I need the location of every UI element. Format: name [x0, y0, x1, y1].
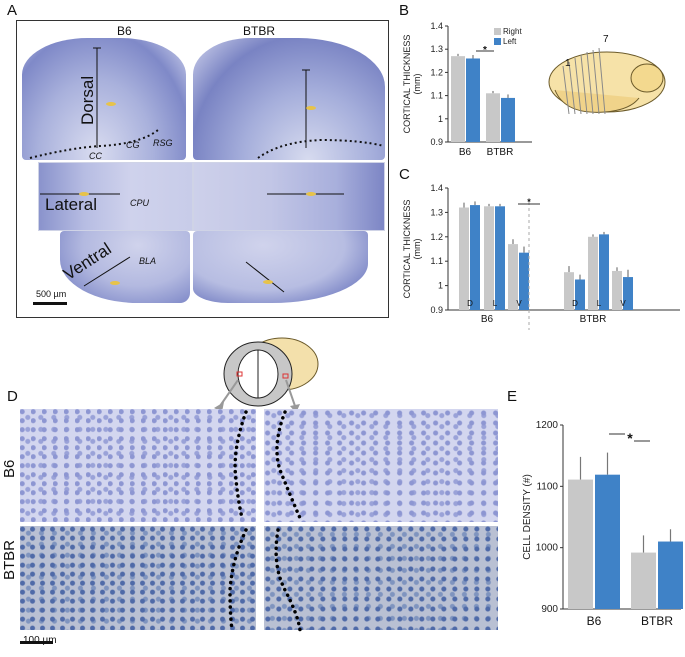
chart-e: 900 1000 1100 1200 CELL DENSITY (#) B6 BTBR *: [522, 420, 683, 628]
y-tick-label: 1.4: [430, 21, 443, 31]
label-cc: CC: [89, 151, 102, 161]
bar: [519, 252, 529, 310]
bar: [623, 277, 633, 310]
label-rsg: RSG: [153, 138, 173, 148]
bar: [451, 56, 465, 142]
bar: [495, 206, 505, 310]
legend-label: Right: [503, 27, 522, 36]
x-category-label: L: [493, 299, 498, 308]
bar: [459, 207, 469, 310]
scale-bar-label-a: 500 µm: [36, 289, 67, 299]
y-tick-label: 1.3: [430, 44, 443, 54]
y-axis-label: CORTICAL THICKNESS: [402, 35, 412, 134]
bar: [599, 234, 609, 310]
significance-star: *: [627, 430, 633, 446]
y-tick-label: 1.2: [430, 232, 443, 242]
y-tick-label: 1: [438, 114, 443, 124]
y-tick-label: 1.2: [430, 67, 443, 77]
bar: [575, 279, 585, 310]
x-category-label: L: [597, 299, 602, 308]
x-category-label: BTBR: [487, 147, 514, 158]
inset-number-1: 1: [565, 58, 571, 69]
bar: [486, 93, 500, 142]
panel-label-a: A: [7, 2, 18, 19]
y-tick-label: 1.3: [430, 207, 443, 217]
x-category-label: D: [467, 299, 473, 308]
legend-label: Left: [503, 37, 517, 46]
x-category-label: V: [620, 299, 626, 308]
legend-swatch: [494, 28, 501, 35]
bar: [564, 272, 574, 310]
panel-a-annotations: [29, 47, 385, 305]
y-tick-label: 0.9: [430, 305, 443, 315]
chart-c: 0.9 1 1.1 1.2 1.3 1.4 CORTICAL THICKNESS (mm) D L…: [402, 183, 680, 330]
bar: [658, 541, 683, 609]
bar: [595, 474, 620, 609]
micrograph-b6-right: [20, 409, 256, 522]
x-category-label: D: [572, 299, 578, 308]
y-tick-label: 0.9: [430, 137, 443, 147]
bar: [466, 58, 480, 143]
significance-star: *: [527, 197, 531, 207]
panel-label-c: C: [399, 166, 410, 183]
y-tick-label: 1: [438, 281, 443, 291]
group-label: BTBR: [580, 314, 607, 325]
y-tick-label: 1.1: [430, 256, 443, 266]
col-label-btbr: BTBR: [243, 24, 276, 38]
y-tick-label: 1.1: [430, 91, 443, 101]
panel-label-d: D: [7, 388, 18, 405]
x-category-label: B6: [459, 147, 472, 158]
micrograph-btbr-left: [264, 526, 498, 630]
y-axis-unit: (mm): [412, 239, 422, 260]
coronal-schematic: [214, 337, 319, 413]
chart-b: 0.9 1 1.1 1.2 1.3 1.4 CORTICAL THICKNESS (mm) B6…: [402, 21, 532, 158]
label-bla: BLA: [139, 256, 157, 266]
legend-swatch: [494, 38, 501, 45]
micrograph-b6-left: [264, 409, 498, 522]
tissue-btbr-ventral: [193, 231, 368, 303]
scale-bar-label-d: 100 µm: [23, 635, 57, 646]
label-cg: CG: [126, 140, 140, 150]
y-tick-label: 900: [541, 604, 558, 615]
significance-star: *: [483, 45, 487, 56]
inset-number-7: 7: [603, 34, 609, 45]
y-tick-label: 1.4: [430, 183, 443, 193]
bar: [484, 206, 494, 310]
tissue-b6-dorsal: [22, 38, 186, 160]
y-tick-label: 1100: [536, 481, 558, 492]
tissue-b6-lateral: [38, 162, 193, 231]
bar: [568, 479, 593, 609]
label-cpu: CPU: [130, 198, 150, 208]
x-category-label: V: [516, 299, 522, 308]
col-label-b6: B6: [117, 24, 132, 38]
y-tick-label: 1000: [536, 543, 559, 554]
group-label: B6: [481, 314, 494, 325]
bar: [508, 244, 518, 310]
region-label-dorsal: Dorsal: [78, 75, 97, 125]
bar: [501, 97, 515, 142]
y-tick-label: 1200: [536, 420, 559, 431]
panel-label-b: B: [399, 2, 410, 19]
bar: [470, 205, 480, 310]
y-axis-label: CELL DENSITY (#): [522, 474, 533, 560]
brain-inset-b: [548, 47, 666, 115]
tissue-btbr-lateral: [193, 162, 385, 231]
region-label-lateral: Lateral: [45, 195, 97, 214]
bar: [588, 236, 598, 310]
y-axis-label: CORTICAL THICKNESS: [402, 200, 412, 299]
micrograph-btbr-right: [20, 526, 256, 630]
tissue-btbr-dorsal: [193, 38, 385, 160]
bar: [631, 552, 656, 609]
x-category-label: B6: [587, 614, 602, 628]
y-axis-unit: (mm): [412, 74, 422, 95]
x-category-label: BTBR: [641, 614, 673, 628]
bar: [612, 270, 622, 310]
micrograph-boundaries: [20, 410, 302, 644]
panel-label-e: E: [507, 388, 518, 405]
